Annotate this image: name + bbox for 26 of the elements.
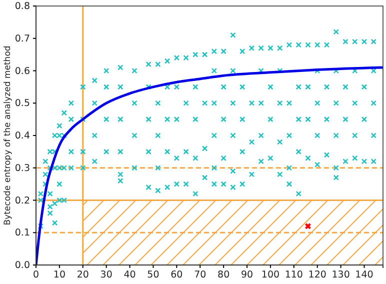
x-tick-label: 120 [308,270,326,281]
line-series [36,66,383,265]
x-tick-label: 10 [53,270,66,281]
y-tick-label: 0.3 [14,162,30,174]
x-tick-label: 60 [170,270,183,281]
x-tick-label: 140 [355,270,374,281]
x-tick-label: 90 [240,270,254,281]
x-tick-label: 40 [124,270,136,281]
x-tick-label: 30 [100,270,112,281]
x-tick-label: 130 [332,270,350,281]
y-tick-label: 0.1 [14,228,30,239]
y-tick-label: 0.7 [14,33,30,44]
x-tick-label: 80 [218,270,230,281]
x-tick-label: 0 [32,270,40,281]
x-tick-label: 50 [147,270,160,281]
y-axis-title: Bytecode entropy of the analyzed method [2,46,13,226]
y-tick-label: 0.0 [14,260,30,272]
y-tick-label: 0.2 [14,195,30,206]
y-tick-label: 0.6 [14,66,30,77]
y-tick-label: 0.5 [14,98,30,110]
x-tick-label: 70 [194,270,206,281]
y-tick-label: 0.8 [14,1,30,12]
x-tick-label: 100 [261,270,280,281]
x-tick-label: 20 [76,270,89,281]
y-tick-label: 0.4 [14,130,30,142]
x-tick-label: 110 [284,270,303,281]
